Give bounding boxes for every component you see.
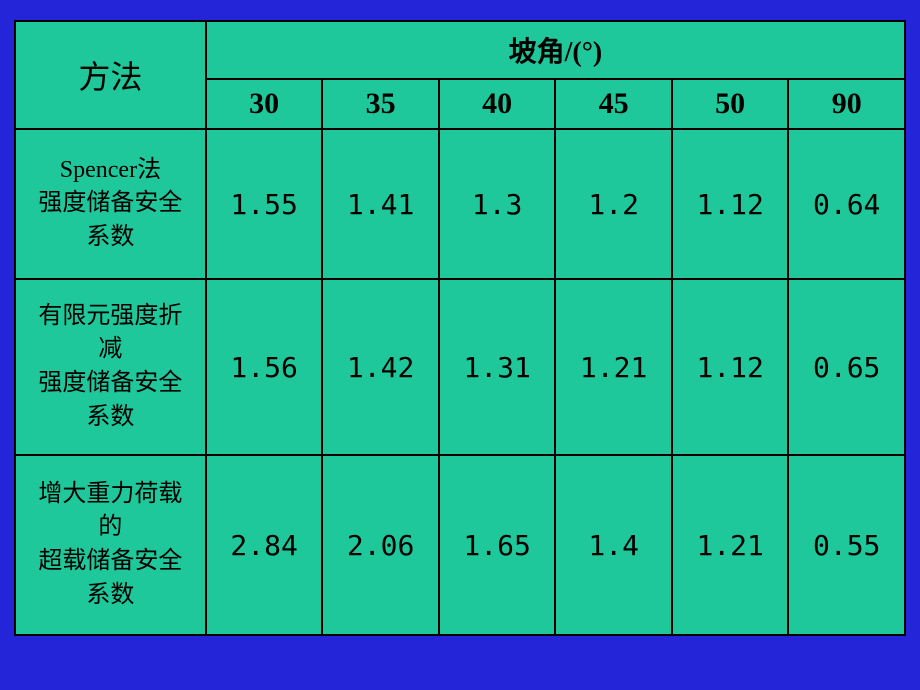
table-row: Spencer法强度储备安全系数 1.55 1.41 1.3 1.2 1.12 …: [15, 129, 905, 279]
data-cell: 0.65: [788, 279, 905, 455]
data-cell: 1.21: [672, 455, 789, 635]
data-cell: 1.12: [672, 279, 789, 455]
angle-col: 50: [672, 79, 789, 129]
table-row: 增大重力荷载的超载储备安全系数 2.84 2.06 1.65 1.4 1.21 …: [15, 455, 905, 635]
data-cell: 2.06: [322, 455, 439, 635]
method-label-2: 增大重力荷载的超载储备安全系数: [15, 455, 206, 635]
header-row-1: 方法 坡角/(°): [15, 21, 905, 79]
method-header: 方法: [15, 21, 206, 129]
data-cell: 1.55: [206, 129, 323, 279]
angle-col: 90: [788, 79, 905, 129]
data-cell: 1.42: [322, 279, 439, 455]
data-cell: 1.3: [439, 129, 556, 279]
data-cell: 1.12: [672, 129, 789, 279]
angle-col: 45: [555, 79, 672, 129]
angle-col: 30: [206, 79, 323, 129]
data-cell: 1.41: [322, 129, 439, 279]
data-cell: 2.84: [206, 455, 323, 635]
table-row: 有限元强度折减强度储备安全系数 1.56 1.42 1.31 1.21 1.12…: [15, 279, 905, 455]
safety-factor-table: 方法 坡角/(°) 30 35 40 45 50 90 Spencer法强度储备…: [14, 20, 906, 636]
data-cell: 1.65: [439, 455, 556, 635]
data-cell: 0.64: [788, 129, 905, 279]
method-label-1: 有限元强度折减强度储备安全系数: [15, 279, 206, 455]
data-cell: 0.55: [788, 455, 905, 635]
data-cell: 1.21: [555, 279, 672, 455]
method-label-0: Spencer法强度储备安全系数: [15, 129, 206, 279]
angle-col: 35: [322, 79, 439, 129]
data-cell: 1.56: [206, 279, 323, 455]
data-cell: 1.4: [555, 455, 672, 635]
angle-header: 坡角/(°): [206, 21, 905, 79]
angle-col: 40: [439, 79, 556, 129]
data-cell: 1.31: [439, 279, 556, 455]
data-cell: 1.2: [555, 129, 672, 279]
